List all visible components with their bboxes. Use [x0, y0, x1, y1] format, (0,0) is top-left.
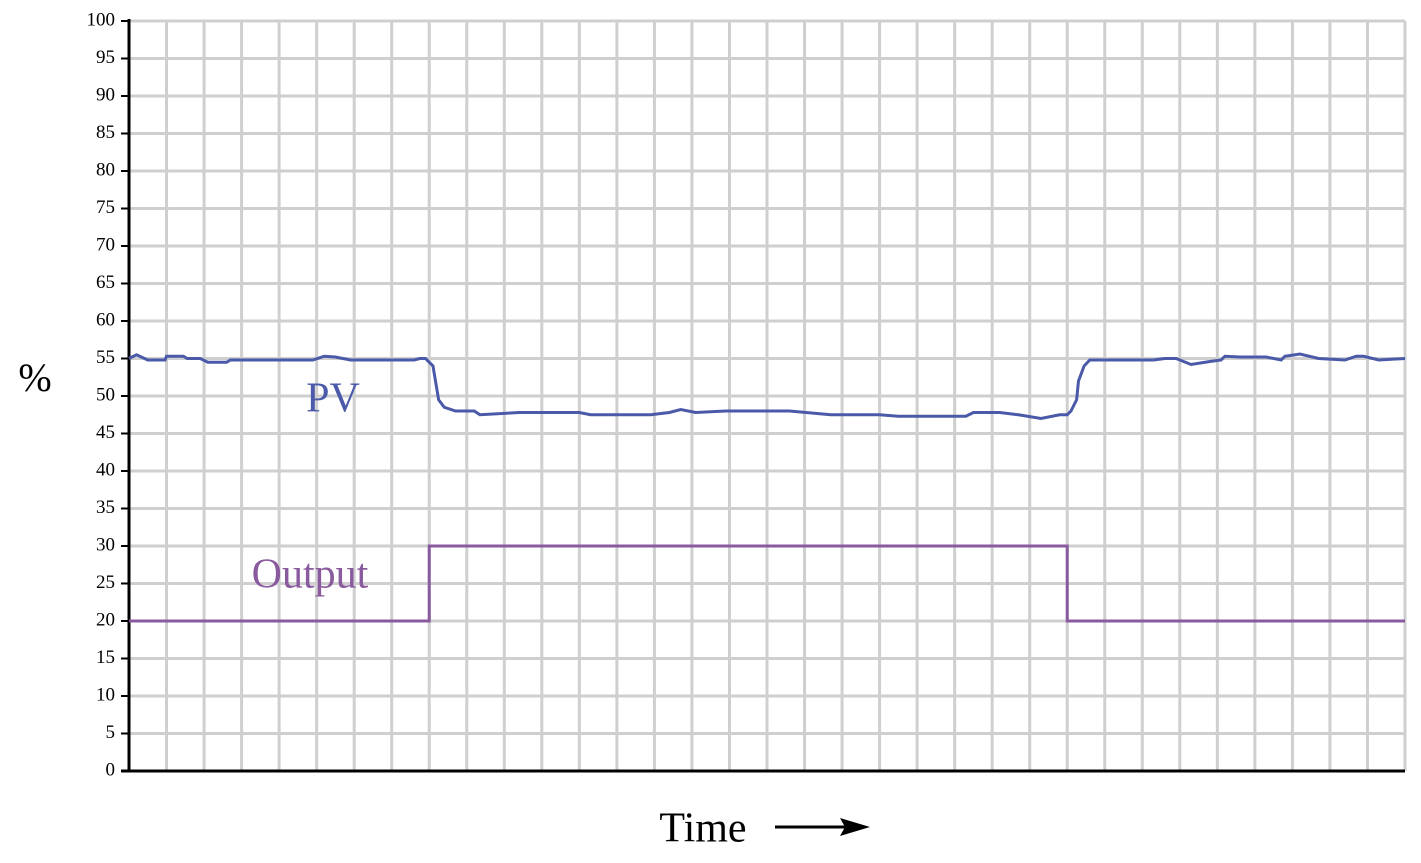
y-tick-label: 25	[96, 572, 115, 593]
y-tick-label: 85	[96, 122, 115, 143]
y-tick-label: 90	[96, 84, 115, 105]
time-arrowhead	[840, 818, 870, 836]
y-tick-label: 75	[96, 197, 115, 218]
y-tick-label: 50	[96, 384, 115, 405]
y-tick-label: 65	[96, 272, 115, 293]
y-tick-label: 70	[96, 234, 115, 255]
y-tick-label: 30	[96, 534, 115, 555]
series-line	[129, 544, 1405, 623]
y-tick-label: 95	[96, 47, 115, 68]
y-tick-label: 55	[96, 347, 115, 368]
y-tick-label: 20	[96, 609, 115, 630]
y-tick-label: 45	[96, 422, 115, 443]
y-tick-label: 0	[106, 759, 116, 780]
y-tick-label: 10	[96, 684, 115, 705]
series-line	[128, 352, 1406, 421]
y-tick-label: 80	[96, 159, 115, 180]
y-tick-label: 100	[87, 9, 116, 30]
x-axis-label: Time	[659, 806, 746, 852]
y-axis-label: %	[18, 355, 51, 400]
series-label: Output	[252, 552, 369, 598]
y-tick-label: 15	[96, 647, 115, 668]
series-label: PV	[306, 376, 360, 422]
y-tick-label: 35	[96, 497, 115, 518]
y-tick-label: 60	[96, 309, 115, 330]
y-tick-label: 5	[106, 722, 116, 743]
y-tick-label: 40	[96, 459, 115, 480]
